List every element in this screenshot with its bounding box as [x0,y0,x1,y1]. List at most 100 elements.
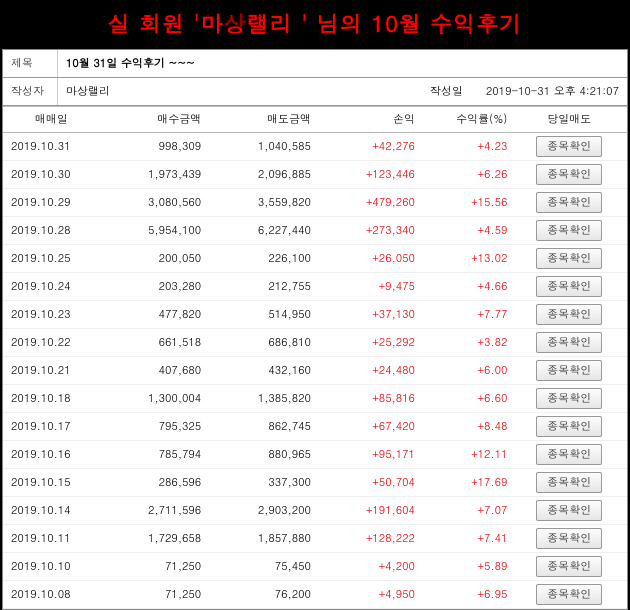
cell-profit: +4,200 [315,553,419,581]
cell-sell: 862,745 [205,413,315,441]
cell-action: 종목확인 [511,553,627,581]
page-title: 실 회원 '마상랠리 ' 님의 10월 수익후기 [0,0,630,49]
cell-profit: +4,950 [315,581,419,609]
table-row: 2019.10.18 1,300,004 1,385,820 +85,816 +… [3,385,627,413]
detail-button[interactable]: 종목확인 [536,136,602,157]
cell-action: 종목확인 [511,189,627,217]
cell-profit: +273,340 [315,217,419,245]
cell-action: 종목확인 [511,441,627,469]
cell-profit: +42,276 [315,133,419,161]
cell-profit: +85,816 [315,385,419,413]
cell-rate: +12.11 [419,441,511,469]
detail-button[interactable]: 종목확인 [536,528,602,549]
cell-date: 2019.10.14 [3,497,95,525]
cell-action: 종목확인 [511,161,627,189]
col-header-sell: 매도금액 [205,107,315,133]
subject-label: 제목 [3,50,58,77]
date-value: 2019-10-31 오후 4:21:07 [472,78,627,105]
cell-profit: +37,130 [315,301,419,329]
table-row: 2019.10.31 998,309 1,040,585 +42,276 +4.… [3,133,627,161]
cell-rate: +5.89 [419,553,511,581]
detail-button[interactable]: 종목확인 [536,472,602,493]
cell-action: 종목확인 [511,581,627,609]
subject-row: 제목 10월 31일 수익후기 ~~~ [3,50,627,78]
cell-sell: 76,200 [205,581,315,609]
cell-date: 2019.10.22 [3,329,95,357]
cell-buy: 1,729,658 [95,525,205,553]
detail-button[interactable]: 종목확인 [536,388,602,409]
cell-buy: 795,325 [95,413,205,441]
cell-date: 2019.10.30 [3,161,95,189]
cell-buy: 1,300,004 [95,385,205,413]
cell-sell: 3,559,820 [205,189,315,217]
cell-profit: +95,171 [315,441,419,469]
table-row: 2019.10.28 5,954,100 6,227,440 +273,340 … [3,217,627,245]
cell-rate: +6.00 [419,357,511,385]
detail-button[interactable]: 종목확인 [536,276,602,297]
cell-buy: 407,680 [95,357,205,385]
cell-action: 종목확인 [511,469,627,497]
cell-action: 종목확인 [511,217,627,245]
cell-rate: +7.07 [419,497,511,525]
cell-buy: 661,518 [95,329,205,357]
cell-rate: +4.66 [419,273,511,301]
table-row: 2019.10.08 71,250 76,200 +4,950 +6.95 종목… [3,581,627,609]
cell-buy: 71,250 [95,553,205,581]
cell-date: 2019.10.24 [3,273,95,301]
cell-date: 2019.10.21 [3,357,95,385]
cell-profit: +128,222 [315,525,419,553]
table-row: 2019.10.15 286,596 337,300 +50,704 +17.6… [3,469,627,497]
detail-button[interactable]: 종목확인 [536,416,602,437]
cell-date: 2019.10.29 [3,189,95,217]
cell-rate: +15.56 [419,189,511,217]
cell-rate: +7.41 [419,525,511,553]
cell-sell: 1,385,820 [205,385,315,413]
cell-date: 2019.10.23 [3,301,95,329]
table-row: 2019.10.24 203,280 212,755 +9,475 +4.66 … [3,273,627,301]
cell-action: 종목확인 [511,245,627,273]
cell-buy: 1,973,439 [95,161,205,189]
col-header-date: 매매일 [3,107,95,133]
table-header-row: 매매일 매수금액 매도금액 손익 수익률(%) 당일매도 [3,107,627,133]
cell-action: 종목확인 [511,413,627,441]
cell-action: 종목확인 [511,329,627,357]
cell-rate: +13.02 [419,245,511,273]
cell-sell: 337,300 [205,469,315,497]
cell-sell: 686,810 [205,329,315,357]
cell-rate: +6.60 [419,385,511,413]
detail-button[interactable]: 종목확인 [536,556,602,577]
detail-button[interactable]: 종목확인 [536,304,602,325]
detail-button[interactable]: 종목확인 [536,444,602,465]
cell-sell: 432,160 [205,357,315,385]
detail-button[interactable]: 종목확인 [536,360,602,381]
cell-date: 2019.10.31 [3,133,95,161]
cell-sell: 75,450 [205,553,315,581]
author-label: 작성자 [3,78,58,105]
cell-profit: +479,260 [315,189,419,217]
cell-buy: 3,080,560 [95,189,205,217]
detail-button[interactable]: 종목확인 [536,164,602,185]
cell-profit: +9,475 [315,273,419,301]
table-row: 2019.10.11 1,729,658 1,857,880 +128,222 … [3,525,627,553]
table-row: 2019.10.14 2,711,596 2,903,200 +191,604 … [3,497,627,525]
detail-button[interactable]: 종목확인 [536,192,602,213]
cell-sell: 880,965 [205,441,315,469]
cell-profit: +25,292 [315,329,419,357]
table-row: 2019.10.23 477,820 514,950 +37,130 +7.77… [3,301,627,329]
detail-button[interactable]: 종목확인 [536,332,602,353]
cell-date: 2019.10.28 [3,217,95,245]
detail-button[interactable]: 종목확인 [536,584,602,605]
author-row: 작성자 마상랠리 작성일 2019-10-31 오후 4:21:07 [3,78,627,106]
cell-date: 2019.10.25 [3,245,95,273]
cell-date: 2019.10.18 [3,385,95,413]
cell-sell: 514,950 [205,301,315,329]
detail-button[interactable]: 종목확인 [536,220,602,241]
detail-button[interactable]: 종목확인 [536,500,602,521]
cell-rate: +4.23 [419,133,511,161]
detail-button[interactable]: 종목확인 [536,248,602,269]
content-panel: 제목 10월 31일 수익후기 ~~~ 작성자 마상랠리 작성일 2019-10… [2,49,628,610]
col-header-buy: 매수금액 [95,107,205,133]
date-label: 작성일 [422,78,472,105]
cell-buy: 286,596 [95,469,205,497]
table-row: 2019.10.10 71,250 75,450 +4,200 +5.89 종목… [3,553,627,581]
